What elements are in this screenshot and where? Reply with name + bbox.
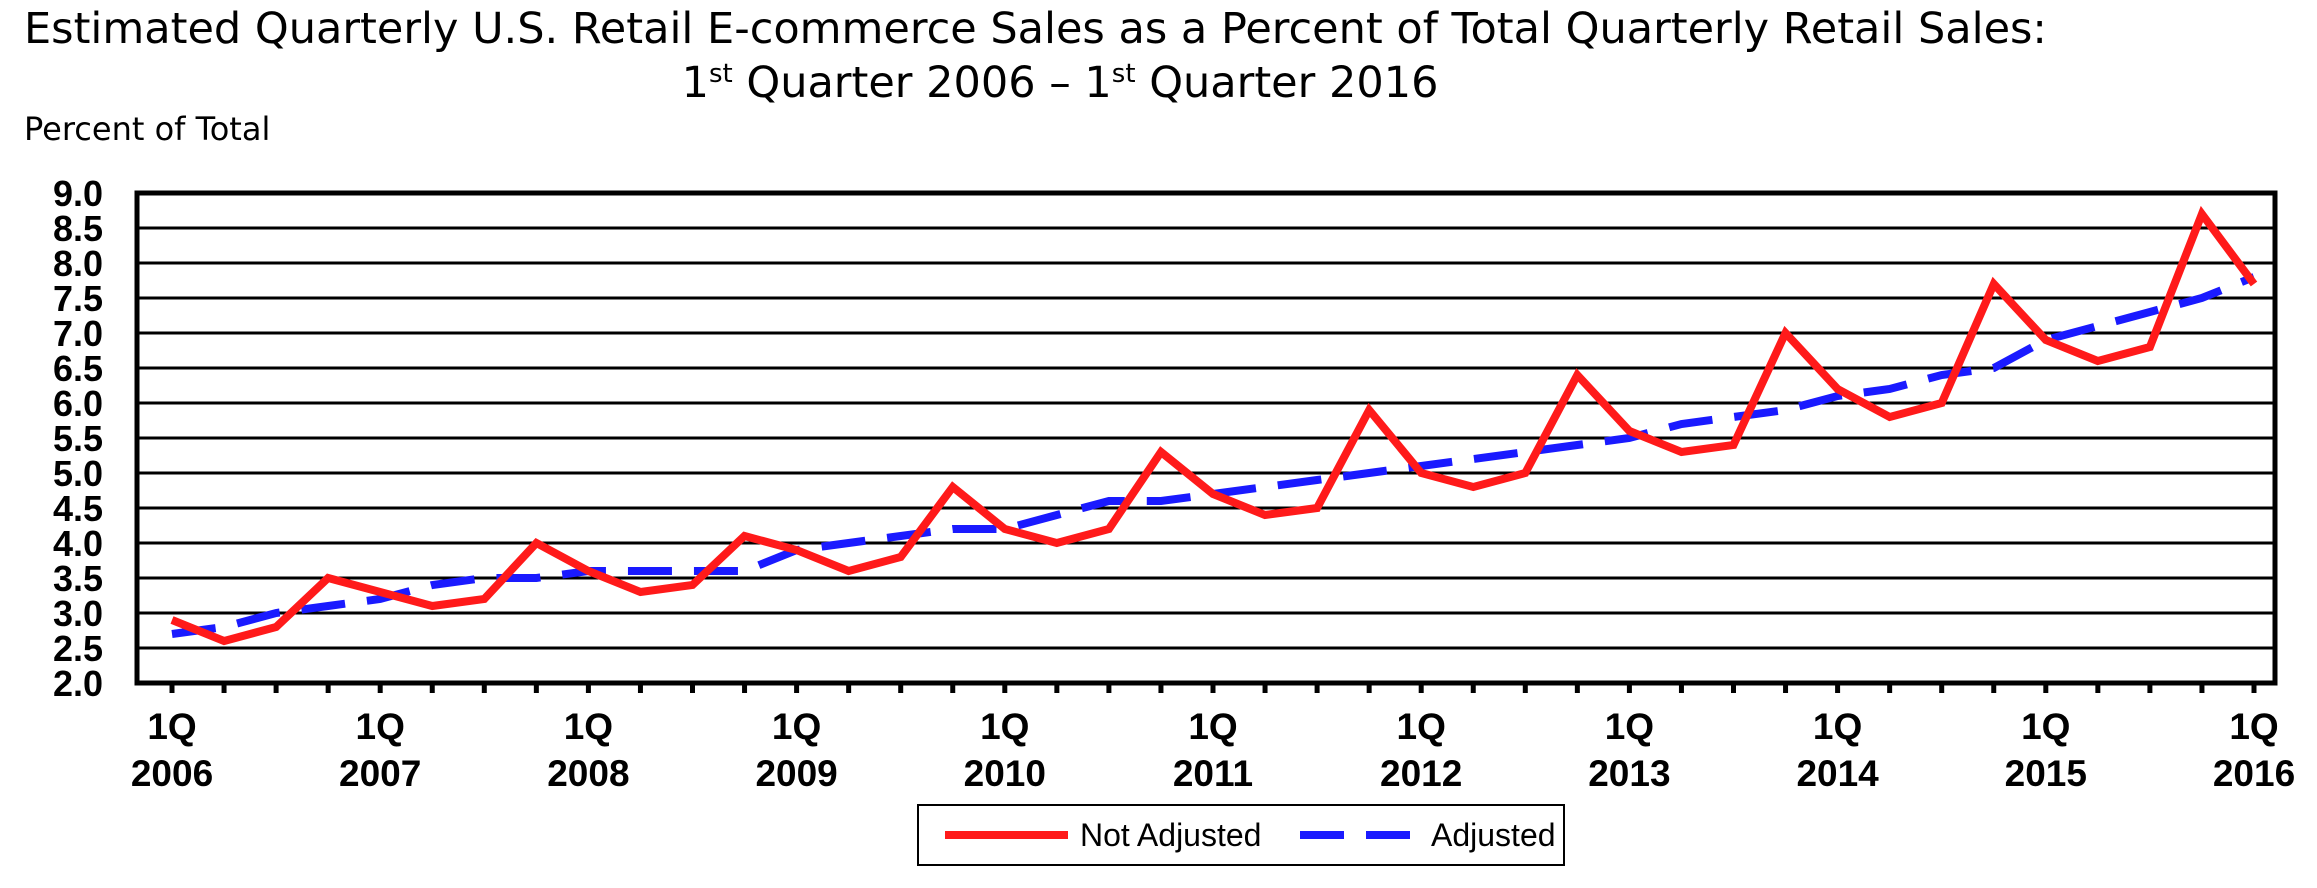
y-tick-label: 3.5 (53, 558, 103, 599)
y-tick-label: 2.5 (53, 628, 103, 669)
chart-title-line2: 1st Quarter 2006 – 1st Quarter 2016 (0, 56, 2120, 110)
legend-label-adjusted: Adjusted (1431, 817, 1556, 853)
y-tick-label: 6.5 (53, 348, 103, 389)
x-tick-label: 1Q (772, 706, 821, 747)
x-axis-ticks: 1Q 2006 1Q 2007 1Q 2008 1Q 2009 1Q 2010 1Q 2011 1Q 20… (131, 683, 2295, 794)
x-tick-label: 1Q (1813, 706, 1862, 747)
x-tick-label: 2011 (1173, 753, 1253, 794)
title-part: Quarter 2006 – 1 (732, 58, 1112, 108)
x-tick-label: 2013 (1588, 753, 1670, 794)
y-axis-ticks: 9.08.58.07.57.06.56.05.55.04.54.03.53.02… (53, 173, 103, 704)
plot-frame (134, 190, 2278, 686)
x-tick-label: 2015 (2005, 753, 2087, 794)
grid-lines (137, 191, 2275, 685)
series-line-not-adjusted (170, 205, 2258, 646)
x-tick-label: 2006 (131, 753, 213, 794)
series-lines (170, 205, 2258, 646)
x-tick-label: 2010 (964, 753, 1046, 794)
y-axis-label: Percent of Total (24, 110, 271, 148)
legend: Not Adjusted Adjusted (917, 804, 1565, 866)
x-tick-label: 1Q (1188, 706, 1237, 747)
y-tick-label: 3.0 (53, 593, 103, 634)
title-part: Quarter 2016 (1135, 58, 1439, 108)
x-tick-label: 1Q (356, 706, 405, 747)
y-tick-label: 4.5 (53, 488, 103, 529)
x-tick-label: 2007 (339, 753, 421, 794)
y-tick-label: 5.0 (53, 453, 103, 494)
series-line-adjusted (171, 273, 2256, 638)
x-tick-label: 1Q (2229, 706, 2278, 747)
y-tick-label: 7.5 (53, 278, 103, 319)
x-tick-label: 1Q (2021, 706, 2070, 747)
x-tick-label: 1Q (564, 706, 613, 747)
y-tick-label: 9.0 (53, 173, 103, 214)
legend-label-not-adjusted: Not Adjusted (1080, 817, 1261, 853)
x-tick-label: 2014 (1796, 753, 1879, 794)
title-superscript: st (708, 59, 733, 89)
y-tick-label: 4.0 (53, 523, 103, 564)
y-tick-label: 8.5 (53, 208, 103, 249)
y-tick-label: 8.0 (53, 243, 103, 284)
chart-title-line1: Estimated Quarterly U.S. Retail E-commer… (24, 4, 2047, 54)
x-tick-label: 1Q (980, 706, 1029, 747)
title-part: 1 (681, 58, 709, 108)
y-tick-label: 5.5 (53, 418, 103, 459)
x-tick-label: 2008 (547, 753, 629, 794)
x-tick-label: 2016 (2213, 753, 2295, 794)
x-tick-label: 1Q (147, 706, 196, 747)
x-tick-label: 2009 (755, 753, 837, 794)
y-tick-label: 7.0 (53, 313, 103, 354)
x-tick-label: 1Q (1397, 706, 1446, 747)
title-superscript: st (1111, 59, 1136, 89)
x-tick-label: 1Q (1605, 706, 1654, 747)
y-tick-label: 6.0 (53, 383, 103, 424)
y-tick-label: 2.0 (53, 663, 103, 704)
x-tick-label: 2012 (1380, 753, 1462, 794)
